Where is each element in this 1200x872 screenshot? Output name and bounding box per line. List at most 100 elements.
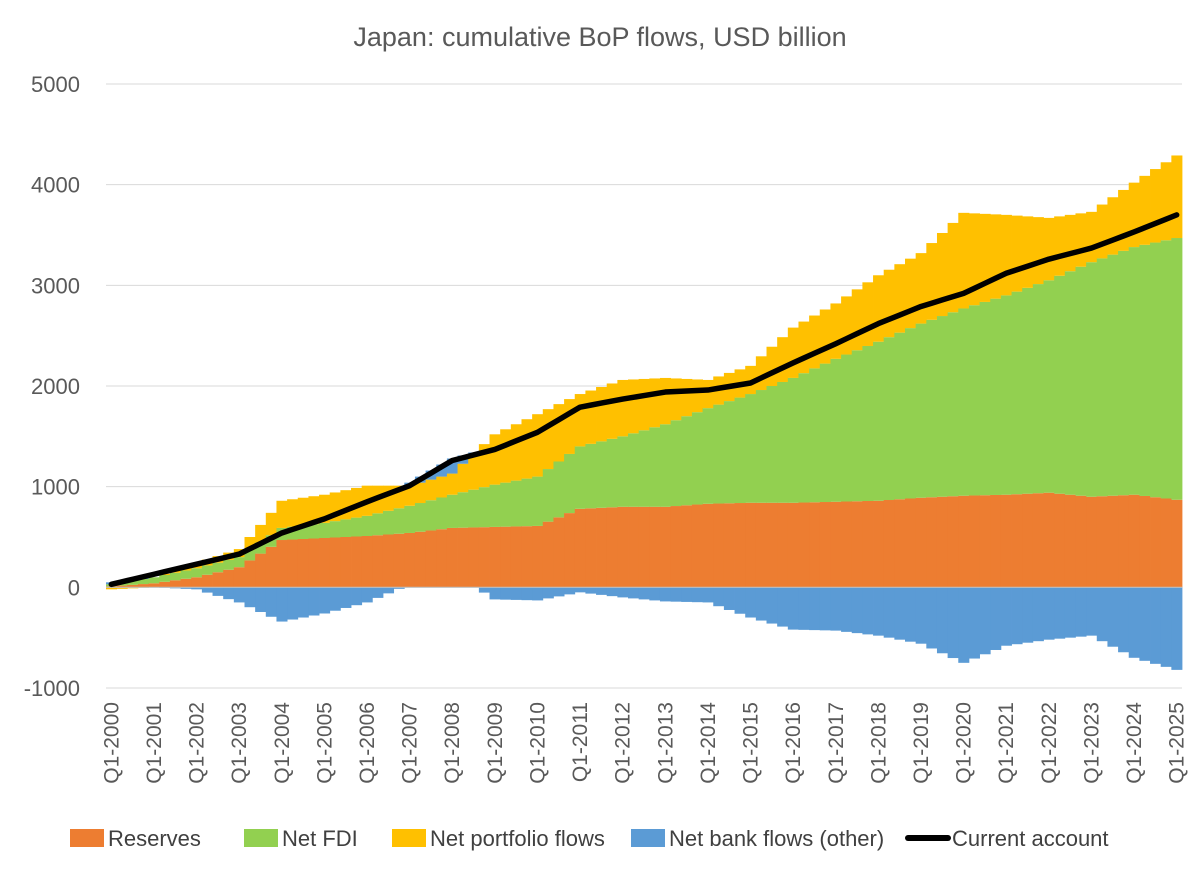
bar-net_portfolio <box>106 587 118 590</box>
bar-net_fdi <box>596 441 608 508</box>
bar-net_portfolio <box>968 213 980 306</box>
bar-net_bank <box>990 587 1002 650</box>
bar-net_bank <box>553 587 565 597</box>
bar-net_fdi <box>883 337 895 501</box>
bar-net_bank <box>947 587 959 659</box>
x-tick-label: Q1-2019 <box>910 702 933 784</box>
bar-net_portfolio <box>755 356 767 391</box>
bar-net_portfolio <box>1000 214 1012 296</box>
bar-net_fdi <box>223 559 235 570</box>
bar-reserves <box>457 527 469 588</box>
bar-net_portfolio <box>276 500 288 528</box>
bar-net_bank <box>244 587 256 608</box>
bar-reserves <box>606 507 618 588</box>
bar-net_portfolio <box>478 444 490 488</box>
y-tick-label: 4000 <box>31 173 80 198</box>
x-tick-label: Q1-2016 <box>782 702 805 784</box>
bar-reserves <box>777 502 789 588</box>
bar-net_bank <box>926 587 938 649</box>
bar-net_fdi <box>244 549 256 561</box>
bar-net_portfolio <box>329 492 341 522</box>
bar-net_portfolio <box>702 379 714 409</box>
bar-net_portfolio <box>1086 211 1098 263</box>
bar-reserves <box>1000 494 1012 588</box>
bar-net_bank <box>638 587 650 600</box>
x-axis-ticks: Q1-2000 Q1-2001 Q1-2002 Q1-2003 Q1-2004 Q1-20… <box>100 702 1188 784</box>
stacked-bars <box>106 155 1183 670</box>
bar-net_fdi <box>681 416 693 506</box>
bar-net_portfolio <box>681 378 693 417</box>
bar-reserves <box>841 501 853 588</box>
bar-net_bank <box>276 587 288 622</box>
bar-net_portfolio <box>574 394 586 447</box>
bar-reserves <box>1043 492 1055 588</box>
bar-net_fdi <box>958 308 970 496</box>
bar-net_fdi <box>489 484 501 527</box>
bar-reserves <box>446 527 458 588</box>
bar-net_bank <box>201 587 213 593</box>
bar-net_fdi <box>777 381 789 503</box>
bar-net_portfolio <box>1054 216 1066 276</box>
x-tick-label: Q1-2006 <box>356 702 379 784</box>
bar-reserves <box>830 501 842 588</box>
bar-net_bank <box>841 587 853 632</box>
x-tick-label: Q1-2012 <box>612 702 635 784</box>
bar-reserves <box>681 505 693 588</box>
x-tick-label: Q1-2007 <box>399 702 422 784</box>
bar-net_bank <box>691 587 703 603</box>
bar-net_portfolio <box>862 282 874 346</box>
bar-net_fdi <box>564 453 576 514</box>
bar-reserves <box>1011 494 1023 588</box>
bar-net_fdi <box>372 513 384 536</box>
bar-net_bank <box>958 587 970 663</box>
legend-label: Current account <box>952 826 1109 851</box>
bar-net_bank <box>1160 587 1172 667</box>
bar-net_portfolio <box>926 243 938 320</box>
bar-net_bank <box>883 587 895 638</box>
bar-net_fdi <box>425 500 437 531</box>
bar-reserves <box>1171 499 1183 588</box>
bar-net_bank <box>755 587 767 621</box>
legend-item-reserves: Reserves <box>70 826 201 851</box>
bar-net_bank <box>766 587 778 624</box>
bar-net_fdi <box>830 358 842 502</box>
bar-net_bank <box>745 587 757 618</box>
bar-reserves <box>329 537 341 588</box>
legend-swatch <box>70 829 104 847</box>
bar-net_bank <box>446 458 458 474</box>
bar-net_bank <box>372 587 384 598</box>
bar-net_portfolio <box>510 424 522 481</box>
bar-net_portfolio <box>340 490 352 520</box>
x-tick-label: Q1-2017 <box>825 702 848 784</box>
bar-net_portfolio <box>255 524 267 543</box>
bar-net_bank <box>574 587 586 593</box>
bar-net_portfolio <box>606 383 618 439</box>
bar-net_fdi <box>617 436 629 507</box>
bar-reserves <box>798 502 810 588</box>
bar-reserves <box>755 502 767 588</box>
bar-net_fdi <box>1011 291 1023 495</box>
bar-net_portfolio <box>628 379 640 434</box>
bar-net_fdi <box>638 430 650 507</box>
bar-net_portfolio <box>873 275 885 342</box>
bar-reserves <box>990 494 1002 588</box>
bar-reserves <box>809 502 821 588</box>
bar-net_portfolio <box>414 482 426 504</box>
bar-net_portfolio <box>1160 162 1172 241</box>
bar-reserves <box>137 584 150 588</box>
bar-net_portfolio <box>1032 217 1044 285</box>
bar-net_portfolio <box>766 346 778 386</box>
bar-net_fdi <box>1096 258 1108 497</box>
legend-item-net_portfolio: Net portfolio flows <box>392 826 605 851</box>
bar-net_fdi <box>319 522 331 539</box>
bar-reserves <box>958 495 970 588</box>
bar-reserves <box>979 495 991 588</box>
bar-net_bank <box>649 587 661 601</box>
bar-net_portfolio <box>489 434 501 485</box>
bar-net_portfolio <box>819 309 831 364</box>
bar-net_bank <box>968 587 980 659</box>
bar-net_fdi <box>734 397 746 504</box>
x-tick-label: Q1-2001 <box>143 702 166 784</box>
bar-net_fdi <box>287 526 299 540</box>
bar-reserves <box>1150 497 1162 588</box>
